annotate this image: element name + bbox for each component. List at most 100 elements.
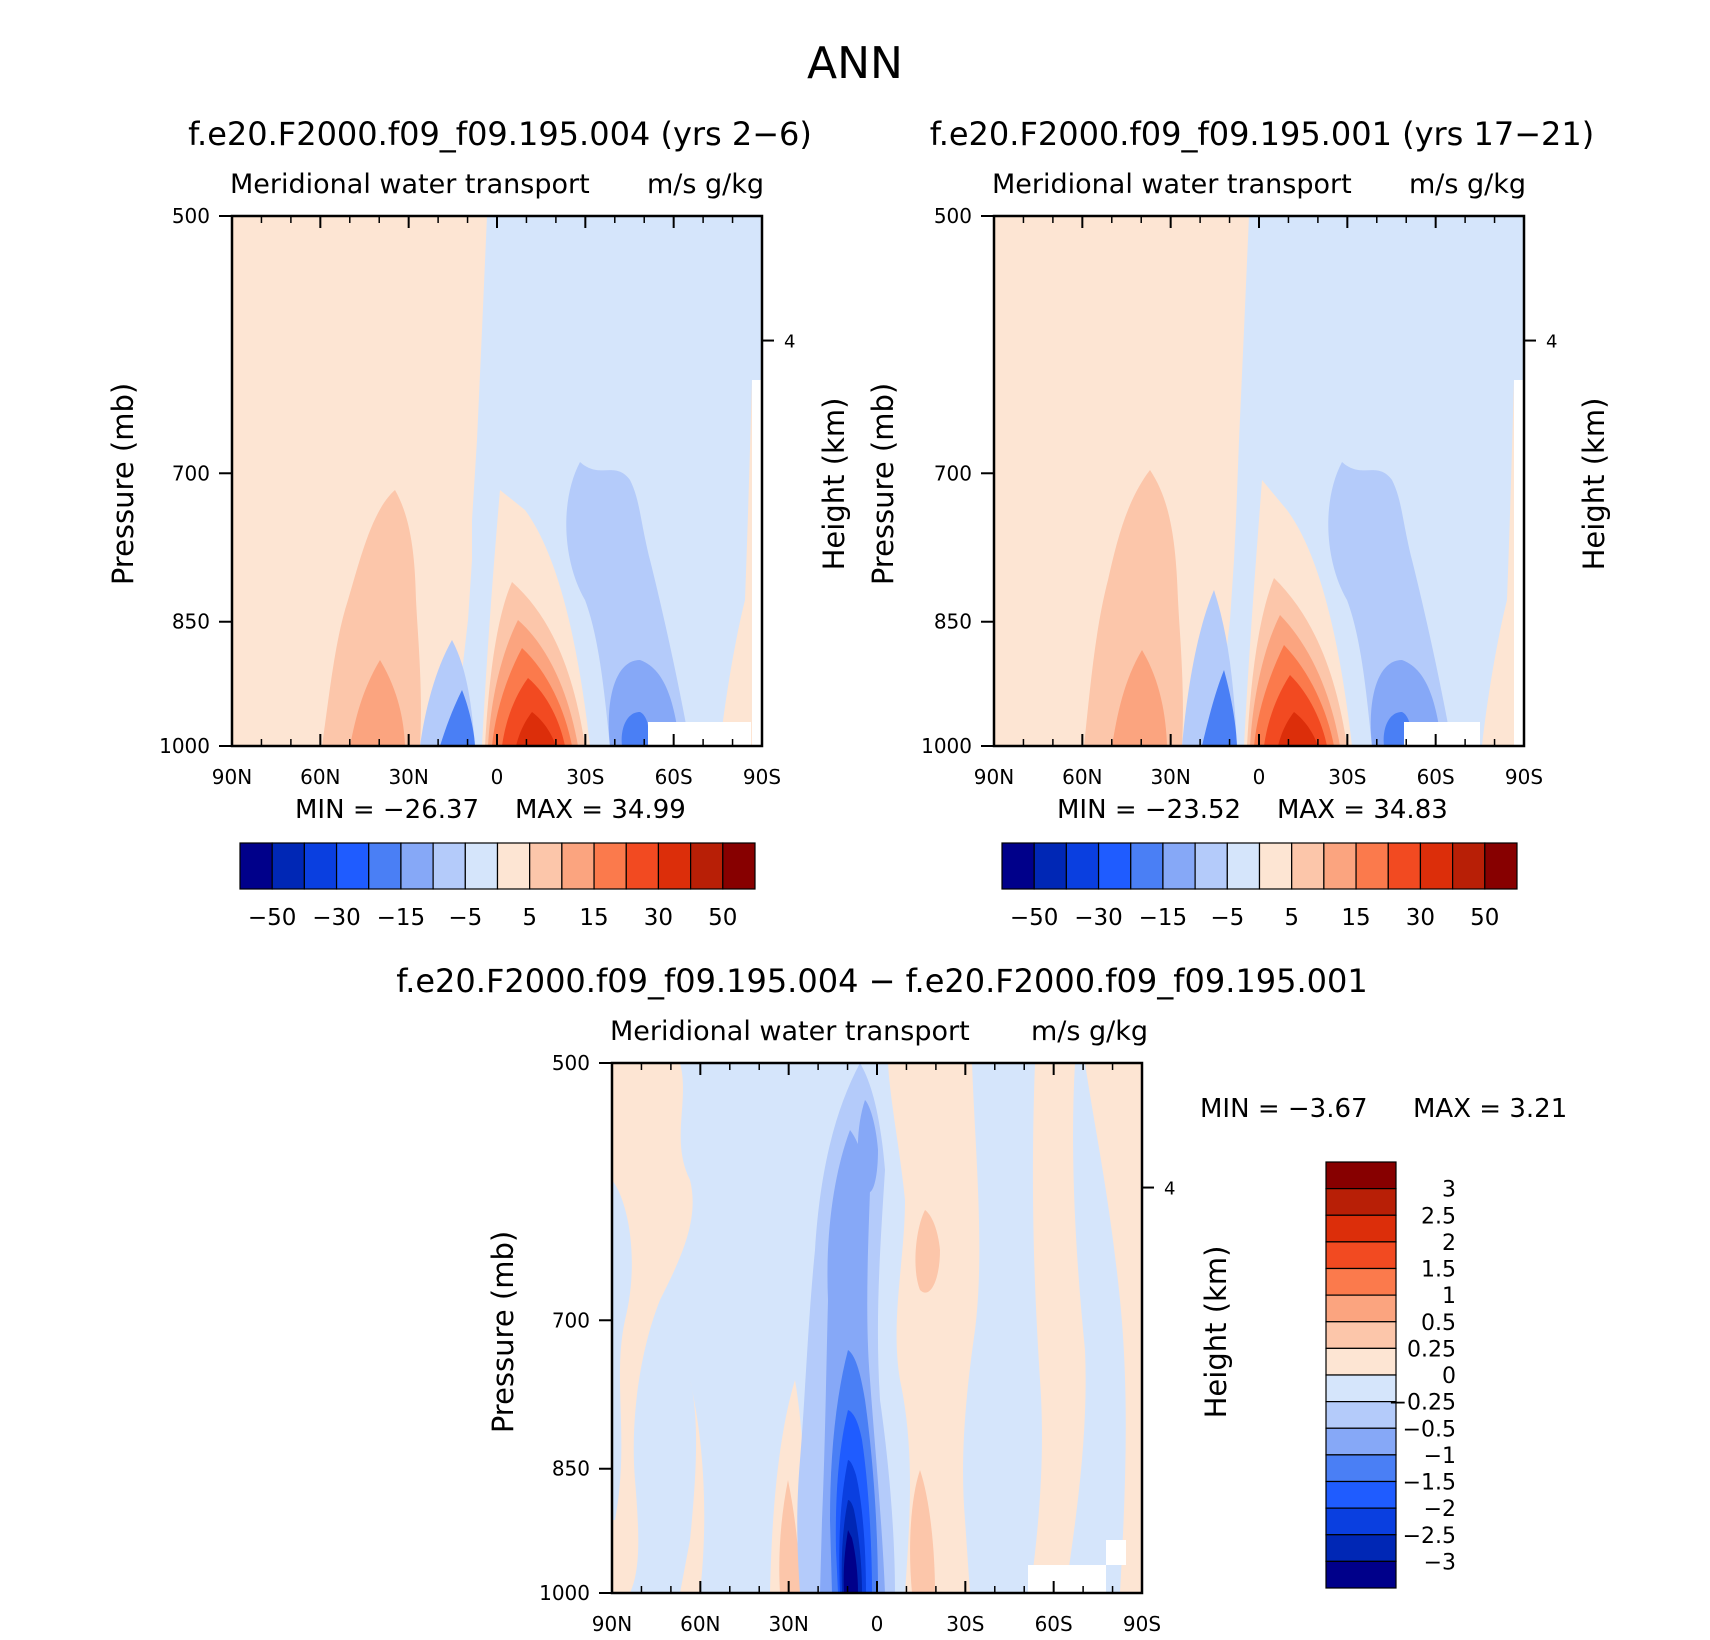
case2-colorbar-label: 50 <box>1470 905 1499 931</box>
case2-ytick-label: 1000 <box>921 734 972 758</box>
case2-colorbar-box <box>1258 842 1293 890</box>
diff-ytick-label: 1000 <box>539 1581 590 1605</box>
diff-colorbar-box <box>1325 1427 1397 1456</box>
case2-colorbar-label: −15 <box>1139 905 1188 931</box>
case2-ytick-label: 500 <box>934 204 972 228</box>
case2-colorbar-box <box>1097 842 1132 890</box>
case1-ytick-label: 850 <box>172 610 210 634</box>
case2-max-label: MAX = 34.83 <box>1277 795 1448 825</box>
diff-pos-blob-2 <box>910 1470 935 1593</box>
case2-colorbar-label: 30 <box>1406 905 1435 931</box>
case1-colorbar-box <box>593 842 627 890</box>
case2-pos-5-left <box>1084 470 1183 746</box>
case2-colorbar-label: −30 <box>1074 905 1123 931</box>
case2-colorbar-label: 15 <box>1341 905 1370 931</box>
case1-ytick-label: 700 <box>172 461 210 485</box>
case2-axes-ticks: 90N 60N 30N 0 30S 60S 90S 500 700 850 1000 4 <box>921 204 1557 789</box>
case1-variable-label: Meridional water transport <box>230 169 590 200</box>
diff-xtick-label: 90S <box>1123 1612 1161 1636</box>
diff-colorbar-label: −1.5 <box>1403 1471 1456 1496</box>
diff-colorbar-box <box>1325 1321 1397 1349</box>
case1-xtick-label: 0 <box>491 765 504 789</box>
case1-height-tick-label: 4 <box>784 332 795 353</box>
case2-colorbar-box <box>1291 842 1325 890</box>
case1-colorbar-box <box>239 842 273 890</box>
diff-neg-blob-upper <box>857 1100 878 1193</box>
diff-pos-right-band <box>1030 1063 1086 1593</box>
diff-max-label: MAX = 3.21 <box>1413 1094 1567 1124</box>
diff-variable-label: Meridional water transport <box>610 1016 970 1047</box>
case1-ytick-label: 500 <box>172 204 210 228</box>
case1-colorbar-box <box>561 842 595 890</box>
diff-colorbar-label: 3 <box>1442 1178 1456 1203</box>
case1-neg-15-left <box>440 690 475 746</box>
diff-colorbar-label: −2 <box>1424 1497 1456 1522</box>
case2-y2-axis-label: Height (km) <box>1577 398 1611 571</box>
diff-y2-axis-label: Height (km) <box>1199 1246 1233 1419</box>
diff-xtick-label: 60S <box>1035 1612 1073 1636</box>
case2-xtick-label: 90S <box>1505 765 1543 789</box>
case2-colorbar-label: −50 <box>1010 905 1059 931</box>
diff-ytick-label: 500 <box>552 1051 590 1075</box>
case2-colorbar-box <box>1484 842 1518 890</box>
diff-pos-band-1 <box>612 1063 693 1593</box>
case2-missing-edge <box>1514 380 1524 746</box>
case2-colorbar-box <box>1419 842 1454 890</box>
case1-xtick-label: 30N <box>388 765 428 789</box>
case1-colorbar-box <box>657 842 692 890</box>
case2-height-tick-label: 4 <box>1546 332 1557 353</box>
diff-colorbar-label: −3 <box>1424 1550 1456 1575</box>
case2-xtick-label: 30N <box>1150 765 1190 789</box>
case1-missing-edge <box>752 380 762 746</box>
case2-pos-15-left <box>1112 650 1167 746</box>
diff-xtick-label: 0 <box>871 1612 884 1636</box>
case1-ytick-label: 1000 <box>159 734 210 758</box>
case2-ytick-label: 850 <box>934 610 972 634</box>
diff-title: f.e20.F2000.f09_f09.195.004 − f.e20.F200… <box>396 962 1368 1000</box>
diff-missing-small <box>1106 1540 1126 1565</box>
case1-colorbar: −50 −30 −15 −5 5 15 30 50 <box>239 842 756 931</box>
diff-colorbar-box <box>1325 1401 1397 1429</box>
case1-pos-15-left <box>350 660 405 746</box>
case2-colorbar-box <box>1355 842 1389 890</box>
diff-colorbar-box <box>1325 1507 1397 1536</box>
diff-neg-band-1 <box>612 1180 632 1520</box>
case2-colorbar-box <box>1452 842 1486 890</box>
diff-contour-field <box>612 1063 1142 1593</box>
case1-xtick-label: 30S <box>566 765 604 789</box>
case1-contour-field <box>232 216 762 746</box>
diff-colorbar-label: −1 <box>1424 1444 1456 1469</box>
case1-units-label: m/s g/kg <box>647 169 764 200</box>
diff-y-axis-label: Pressure (mb) <box>486 1231 520 1433</box>
case2-pos-region <box>994 216 1249 746</box>
case1-colorbar-label: −15 <box>377 905 426 931</box>
case2-colorbar-box <box>1226 842 1261 890</box>
panel-case1: f.e20.F2000.f09_f09.195.004 (yrs 2−6) Me… <box>106 115 851 931</box>
case1-missing-block <box>648 722 751 746</box>
case1-pos-edge-right <box>720 380 762 746</box>
case2-pos-30 <box>1264 675 1327 746</box>
case2-colorbar-box <box>1162 842 1196 890</box>
diff-colorbar-box <box>1325 1454 1397 1483</box>
diff-neg-center-3 <box>843 1530 858 1593</box>
case1-colorbar-box <box>690 842 724 890</box>
case1-colorbar-label: −50 <box>248 905 297 931</box>
case1-colorbar-box <box>722 842 756 890</box>
case1-neg-20-right <box>621 712 649 746</box>
case1-xtick-label: 90S <box>743 765 781 789</box>
diff-colorbar-box <box>1325 1480 1397 1509</box>
case2-colorbar-box <box>1323 842 1357 890</box>
case2-xtick-label: 60S <box>1417 765 1455 789</box>
case2-xtick-label: 60N <box>1062 765 1102 789</box>
diff-ytick-label: 850 <box>552 1457 590 1481</box>
diff-xtick-label: 30N <box>768 1612 808 1636</box>
case1-colorbar-box <box>464 842 499 890</box>
case2-title: f.e20.F2000.f09_f09.195.001 (yrs 17−21) <box>930 115 1595 153</box>
case1-colorbar-label: −30 <box>312 905 361 931</box>
case2-units-label: m/s g/kg <box>1409 169 1526 200</box>
case2-colorbar-box <box>1194 842 1228 890</box>
case2-colorbar-label: 5 <box>1284 905 1299 931</box>
case1-colorbar-box <box>400 842 434 890</box>
diff-colorbar-label: 0.25 <box>1407 1337 1456 1362</box>
diff-colorbar: 32.521.510.50.250−0.25−0.5−1−1.5−2−2.5−3 <box>1325 1161 1456 1589</box>
